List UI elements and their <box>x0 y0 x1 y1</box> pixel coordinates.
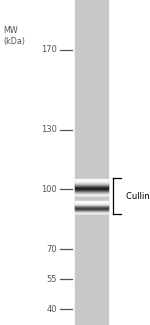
Text: 130: 130 <box>41 125 57 134</box>
Text: MW
(kDa): MW (kDa) <box>3 26 25 46</box>
Text: 100: 100 <box>41 185 57 194</box>
Text: 170: 170 <box>41 46 57 54</box>
Bar <box>75 0 108 325</box>
Text: 70: 70 <box>46 245 57 254</box>
Text: Cullin 4a: Cullin 4a <box>126 192 150 201</box>
Text: 55: 55 <box>46 275 57 284</box>
Text: 40: 40 <box>46 305 57 314</box>
